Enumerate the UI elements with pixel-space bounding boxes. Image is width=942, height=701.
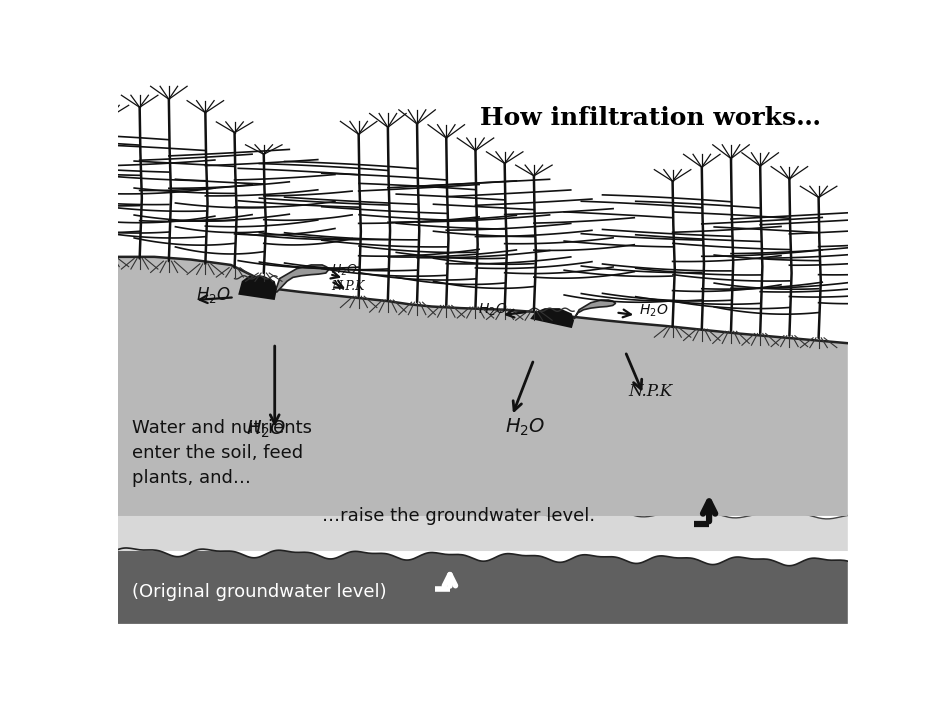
Text: N.P.K: N.P.K <box>331 280 365 293</box>
Polygon shape <box>118 506 848 551</box>
Text: Water and nutrients
enter the soil, feed
plants, and…: Water and nutrients enter the soil, feed… <box>132 418 313 486</box>
Text: N.P.K: N.P.K <box>629 383 673 400</box>
Polygon shape <box>118 257 848 516</box>
Text: $H_2O$: $H_2O$ <box>639 303 669 319</box>
Polygon shape <box>238 275 277 300</box>
Text: $H_2O$: $H_2O$ <box>196 285 231 305</box>
Polygon shape <box>275 265 330 292</box>
Polygon shape <box>530 308 574 328</box>
Polygon shape <box>574 300 616 319</box>
Text: $H_2O$: $H_2O$ <box>331 263 358 278</box>
Text: $H_2O$: $H_2O$ <box>246 419 286 440</box>
Text: (Original groundwater level): (Original groundwater level) <box>132 583 387 601</box>
Text: $H_2O$: $H_2O$ <box>505 416 545 437</box>
Polygon shape <box>118 548 848 624</box>
Text: …raise the groundwater level.: …raise the groundwater level. <box>322 507 595 525</box>
Text: $H_2O$: $H_2O$ <box>479 301 508 318</box>
Text: How infiltration works…: How infiltration works… <box>480 106 821 130</box>
